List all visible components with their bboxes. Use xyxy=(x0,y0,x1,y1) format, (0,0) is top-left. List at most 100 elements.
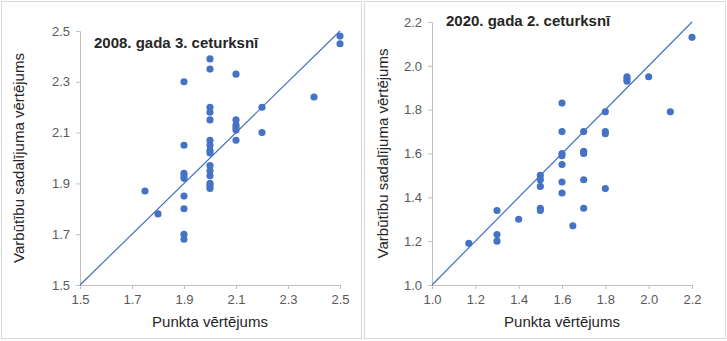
x-tick: 2.5 xyxy=(331,285,349,307)
x-tick-mark xyxy=(605,285,606,289)
scatter-point xyxy=(206,66,213,73)
y-tick-label: 1.4 xyxy=(404,190,422,205)
y-tick-label: 2.5 xyxy=(52,24,70,39)
scatter-point xyxy=(580,150,587,157)
y-tick-label: 2.2 xyxy=(404,15,422,30)
scatter-point xyxy=(493,207,500,214)
scatter-point xyxy=(493,231,500,238)
x-tick-label: 1.8 xyxy=(597,292,615,307)
y-tick-mark xyxy=(428,241,432,242)
scatter-point xyxy=(623,78,630,85)
scatter-point xyxy=(206,116,213,123)
y-tick-mark xyxy=(76,183,80,184)
y-tick-label: 1.2 xyxy=(404,234,422,249)
scatter-point xyxy=(180,236,187,243)
scatter-point xyxy=(558,161,565,168)
y-axis-title: Varbūtību sadalījuma vērtējums xyxy=(10,53,27,263)
x-tick-mark xyxy=(184,285,185,289)
y-tick-mark xyxy=(76,133,80,134)
y-tick: 2.1 xyxy=(52,125,80,140)
y-tick: 1.5 xyxy=(52,278,80,293)
scatter-point xyxy=(537,207,544,214)
scatter-point xyxy=(232,137,239,144)
y-tick-mark xyxy=(428,22,432,23)
x-tick-label: 1.5 xyxy=(71,292,89,307)
x-tick-mark xyxy=(288,285,289,289)
scatter-point xyxy=(258,129,265,136)
x-tick-label: 2.5 xyxy=(331,292,349,307)
x-tick-mark xyxy=(475,285,476,289)
scatter-point xyxy=(602,185,609,192)
x-tick-mark xyxy=(562,285,563,289)
reference-line xyxy=(80,31,340,285)
x-tick: 1.0 xyxy=(423,285,441,307)
plot-marks xyxy=(432,22,696,285)
y-tick-mark xyxy=(76,285,80,286)
x-axis: 1.0 1.2 1.4 1.6 1.8 2.0 2.2 xyxy=(423,285,701,307)
x-tick-mark xyxy=(692,285,693,289)
x-tick: 1.9 xyxy=(175,285,193,307)
chart-canvas: 1.51.71.92.12.32.51.51.71.92.12.32.52008… xyxy=(0,0,727,341)
x-tick-label: 2.2 xyxy=(683,292,701,307)
x-axis: 1.51.71.92.12.32.5 xyxy=(71,285,349,307)
plot-marks xyxy=(80,31,344,285)
scatter-point xyxy=(558,189,565,196)
x-tick: 2.2 xyxy=(683,285,701,307)
scatter-point xyxy=(493,238,500,245)
x-tick-label: 2.0 xyxy=(640,292,658,307)
y-tick-mark xyxy=(428,66,432,67)
y-axis-line xyxy=(428,23,433,286)
y-tick: 1.7 xyxy=(52,227,80,242)
scatter-point xyxy=(688,34,695,41)
x-tick-label: 1.4 xyxy=(510,292,528,307)
y-tick-mark xyxy=(76,234,80,235)
y-tick: 2.0 xyxy=(404,58,432,73)
y-tick-label: 1.5 xyxy=(52,278,70,293)
x-tick-label: 1.9 xyxy=(175,292,193,307)
x-axis-line xyxy=(81,286,341,290)
panel-frame xyxy=(2,2,362,339)
x-tick-label: 2.1 xyxy=(227,292,245,307)
y-tick-label: 1.0 xyxy=(404,278,422,293)
y-tick: 1.6 xyxy=(404,146,432,161)
y-tick-label: 2.0 xyxy=(404,58,422,73)
x-tick: 1.6 xyxy=(553,285,571,307)
y-tick-label: 1.6 xyxy=(404,146,422,161)
chart-panel: 1.0 1.2 1.4 1.6 1.8 2.0 2.2 1.0 1.2 1.4 1.6 1.8 2.0 2… xyxy=(365,2,726,339)
scatter-point xyxy=(558,100,565,107)
x-tick-mark xyxy=(236,285,237,289)
y-axis-title: Varbūtību sadalījuma vērtējums xyxy=(374,49,391,259)
x-tick: 2.0 xyxy=(640,285,658,307)
scatter-point xyxy=(558,128,565,135)
scatter-point xyxy=(602,130,609,137)
scatter-point xyxy=(310,93,317,100)
x-tick: 1.2 xyxy=(467,285,485,307)
y-axis: 1.0 1.2 1.4 1.6 1.8 2.0 2.2 xyxy=(404,15,433,293)
scatter-point xyxy=(558,178,565,185)
scatter-point xyxy=(515,216,522,223)
scatter-point xyxy=(180,78,187,85)
y-tick: 2.2 xyxy=(404,15,432,30)
scatter-point xyxy=(537,183,544,190)
scatter-point xyxy=(206,55,213,62)
x-tick-mark xyxy=(519,285,520,289)
scatter-point xyxy=(580,176,587,183)
scatter-point xyxy=(206,185,213,192)
y-tick: 1.4 xyxy=(404,190,432,205)
chart-title: 2020. gada 2. ceturksnī xyxy=(446,12,611,29)
y-tick-label: 2.3 xyxy=(52,74,70,89)
x-tick-mark xyxy=(132,285,133,289)
x-tick-mark xyxy=(340,285,341,289)
x-axis-title: Punkta vērtējums xyxy=(504,313,620,330)
y-tick-label: 1.8 xyxy=(404,102,422,117)
y-tick: 1.9 xyxy=(52,176,80,191)
x-tick: 1.4 xyxy=(510,285,528,307)
y-tick: 2.5 xyxy=(52,24,80,39)
y-tick-label: 1.7 xyxy=(52,227,70,242)
scatter-point xyxy=(180,205,187,212)
y-tick: 1.8 xyxy=(404,102,432,117)
x-tick-mark xyxy=(649,285,650,289)
scatter-point xyxy=(569,222,576,229)
chart-panel: 1.51.71.92.12.32.51.51.71.92.12.32.52008… xyxy=(2,2,362,339)
y-axis-line xyxy=(76,32,81,286)
